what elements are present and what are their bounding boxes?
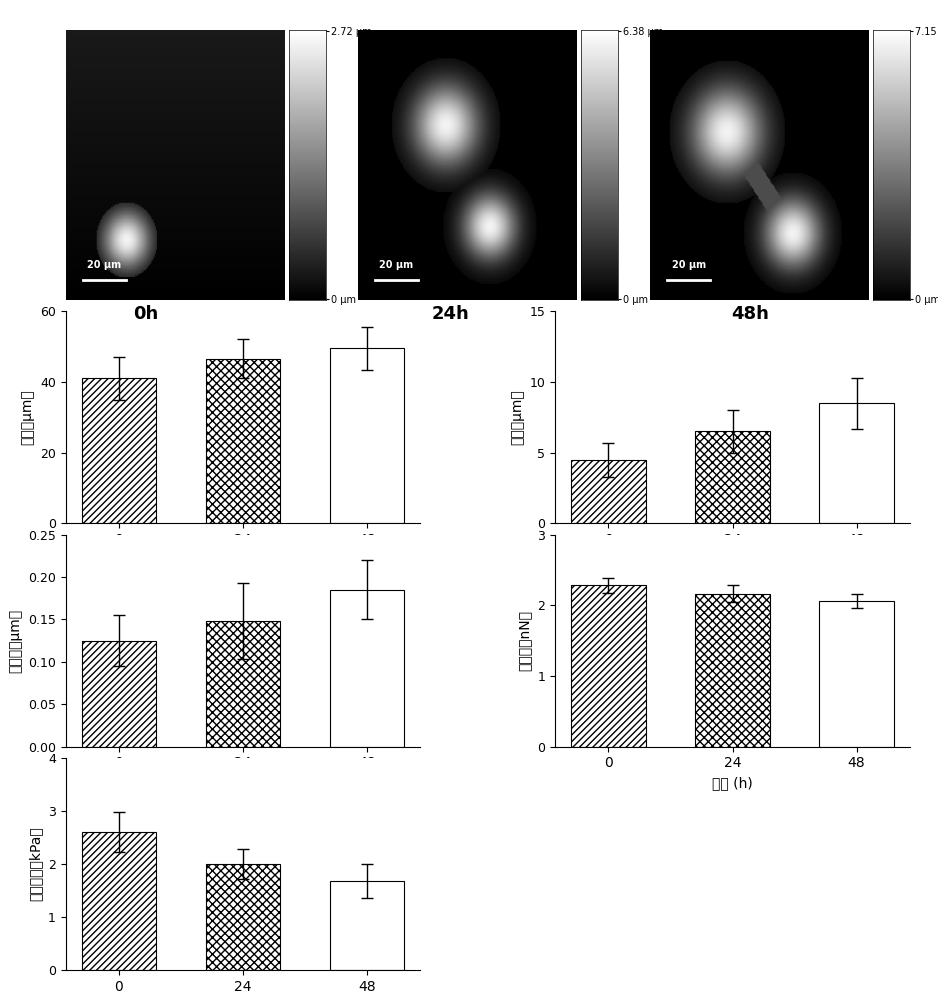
Text: 20 μm: 20 μm	[380, 260, 414, 270]
Text: 48h: 48h	[732, 305, 769, 323]
Bar	[695, 594, 770, 747]
Bar	[205, 359, 280, 523]
Bar	[82, 378, 157, 523]
Bar	[330, 590, 404, 747]
X-axis label: 时间 (h): 时间 (h)	[712, 553, 753, 567]
Bar	[571, 585, 645, 747]
Bar	[82, 641, 157, 747]
X-axis label: 时间 (h): 时间 (h)	[712, 776, 753, 790]
Bar	[330, 881, 404, 970]
Text: 20 μm: 20 μm	[672, 260, 705, 270]
Y-axis label: 粘附力（nN）: 粘附力（nN）	[518, 610, 532, 671]
Text: 0h: 0h	[133, 305, 158, 323]
X-axis label: 时间 (h): 时间 (h)	[222, 776, 264, 790]
Bar	[205, 621, 280, 747]
Y-axis label: 高度（μm）: 高度（μm）	[510, 389, 524, 445]
Bar	[82, 832, 157, 970]
Y-axis label: 粗糙度（μm）: 粗糙度（μm）	[8, 609, 23, 673]
Bar	[571, 460, 645, 523]
Y-axis label: 弹性模量（kPa）: 弹性模量（kPa）	[28, 827, 42, 901]
Text: 20 μm: 20 μm	[87, 260, 122, 270]
Bar	[330, 348, 404, 523]
Text: 24h: 24h	[431, 305, 469, 323]
Bar	[205, 864, 280, 970]
Bar	[819, 403, 894, 523]
Bar	[819, 601, 894, 747]
X-axis label: 时间 (h): 时间 (h)	[222, 553, 264, 567]
Bar	[695, 431, 770, 523]
Y-axis label: 长度（μm）: 长度（μm）	[21, 389, 35, 445]
